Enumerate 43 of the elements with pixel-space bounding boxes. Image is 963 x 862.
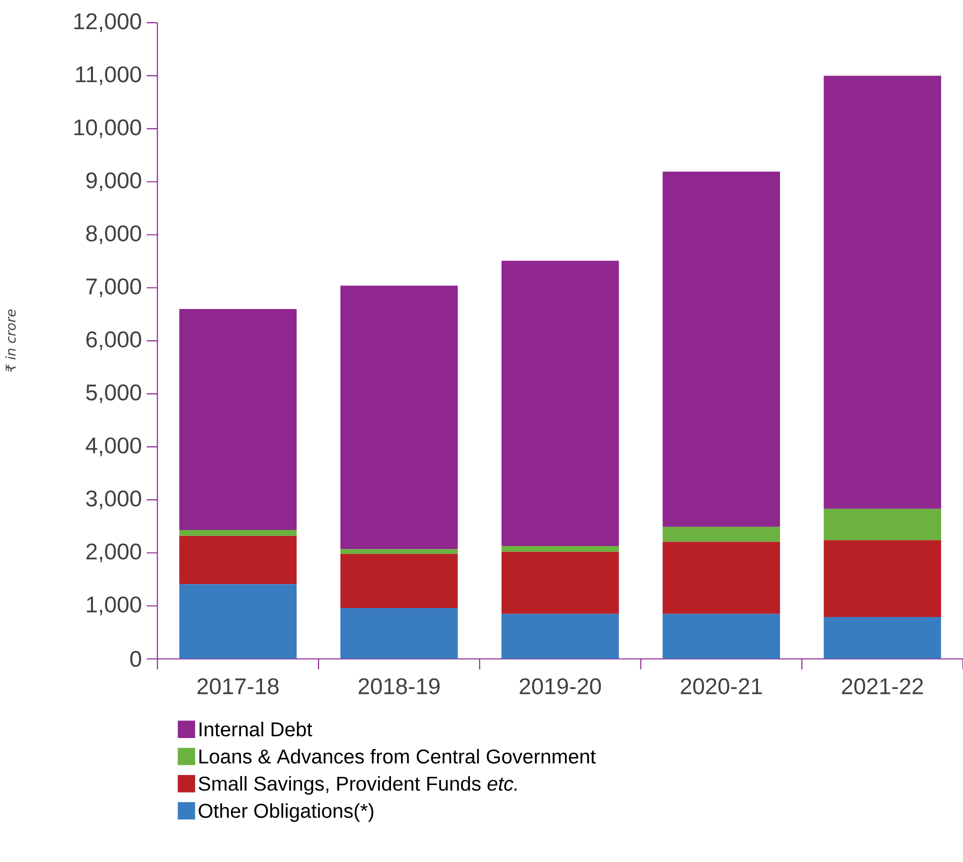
x-tick-label: 2017-18 — [198, 678, 279, 695]
legend-label: Internal Debt — [200, 722, 312, 737]
x-tick-label: 2018-19 — [358, 678, 440, 695]
legend-label: Loans & Advances from Central Government — [199, 749, 596, 764]
bar — [179, 536, 297, 584]
y-tick-label: 10,000 — [74, 120, 142, 138]
bar — [824, 617, 942, 660]
bar — [824, 540, 942, 618]
x-tick-label: 2020-21 — [680, 678, 762, 695]
y-tick-label: 0 — [130, 651, 142, 668]
y-tick-label: 5,000 — [86, 384, 142, 404]
y-tick-label: 2,000 — [86, 544, 142, 562]
y-tick-label: 1,000 — [87, 596, 142, 616]
bar — [179, 309, 297, 530]
y-tick-label: 3,000 — [86, 490, 142, 510]
bar — [340, 549, 458, 554]
y-tick-label: 11,000 — [76, 66, 142, 86]
y-tick-label: 8,000 — [86, 226, 142, 244]
bar — [502, 546, 619, 552]
bar — [662, 172, 780, 528]
bar — [824, 509, 942, 540]
y-tick-label: 12,000 — [74, 13, 142, 32]
bar — [662, 542, 780, 614]
bar — [502, 260, 619, 546]
bar — [340, 608, 458, 660]
legend-label: Small Savings, Provident Funds etc. — [198, 776, 517, 795]
y-tick-label: 9,000 — [86, 172, 142, 192]
y-axis-title: ₹ in crore — [5, 310, 16, 372]
bar — [502, 552, 619, 614]
legend-label: Other Obligations(*) — [198, 803, 374, 822]
bar — [662, 614, 780, 660]
bar — [502, 614, 619, 660]
y-tick-label: 7,000 — [86, 278, 142, 298]
bar — [824, 76, 942, 510]
x-tick-label: 2021-22 — [842, 678, 923, 695]
bar — [340, 286, 458, 550]
bar — [179, 530, 297, 536]
x-tick-label: 2019-20 — [520, 678, 601, 695]
y-tick-label: 4,000 — [86, 438, 142, 456]
bar — [662, 527, 780, 542]
bar — [179, 584, 297, 660]
y-tick-label: 6,000 — [86, 332, 142, 350]
bar — [340, 554, 458, 608]
